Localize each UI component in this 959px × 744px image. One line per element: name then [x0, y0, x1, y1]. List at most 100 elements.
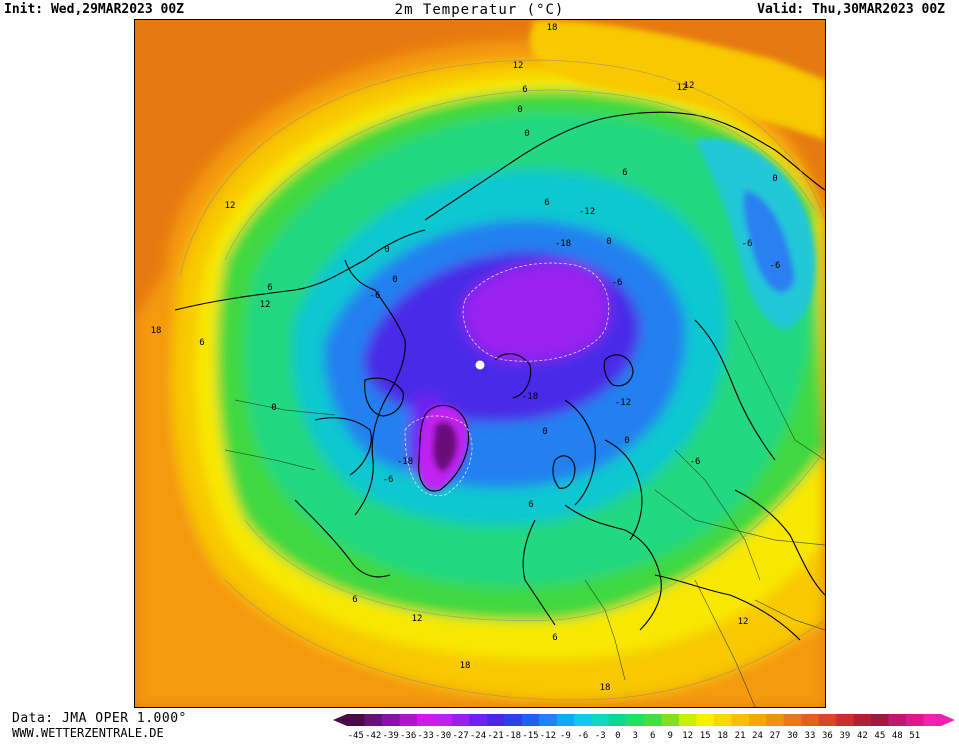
legend-tick-label: -36 — [400, 731, 416, 740]
legend-swatch — [626, 714, 645, 726]
legend-swatch — [574, 714, 592, 726]
contour-label: 0 — [517, 105, 522, 115]
contour-label: 12 — [684, 81, 695, 91]
contour-label: 6 — [522, 85, 527, 95]
legend-swatch — [591, 714, 610, 726]
legend-swatch — [836, 714, 855, 726]
legend-swatch — [713, 714, 732, 726]
legend-tick-label: -45 — [348, 731, 364, 740]
contour-label: -12 — [615, 398, 631, 408]
legend-swatch — [486, 714, 505, 726]
contour-label: 0 — [772, 174, 777, 184]
legend-swatch — [399, 714, 418, 726]
legend-tick-label: -18 — [505, 731, 521, 740]
legend-swatch — [696, 714, 715, 726]
contour-label: -6 — [770, 261, 781, 271]
contour-label: 18 — [151, 326, 162, 336]
contour-label: 0 — [392, 275, 397, 285]
legend-tick-label: 36 — [822, 731, 833, 740]
legend-swatch — [609, 714, 627, 726]
contour-label: 0 — [542, 427, 547, 437]
contour-label: 12 — [225, 201, 236, 211]
contour-label: 18 — [547, 23, 558, 33]
legend-swatch — [906, 714, 924, 726]
legend-tick-label: 24 — [752, 731, 763, 740]
legend-swatch — [381, 714, 400, 726]
color-legend: -45 -42 -3 9 -36 -33 -30 -27 -24 -21 -18 -15 -12 -9 -6… — [333, 712, 959, 741]
init-time: Init: Wed,29MAR2023 00Z — [4, 2, 185, 17]
contour-label: 0 — [606, 237, 611, 247]
legend-tick-label: 15 — [700, 731, 711, 740]
legend-swatch — [923, 714, 942, 726]
contour-label: -18 — [522, 392, 538, 402]
contour-label: 0 — [271, 403, 276, 413]
legend-tick-label: 42 — [857, 731, 868, 740]
contour-label: 18 — [460, 661, 471, 671]
contour-lines — [179, 59, 825, 701]
contour-label: -12 — [579, 207, 595, 217]
legend-tick-label: -27 — [452, 731, 468, 740]
legend-swatch — [469, 714, 488, 726]
legend-tick-label: 39 — [839, 731, 850, 740]
legend-tick-label: -24 — [470, 731, 486, 740]
legend-tick-label: 45 — [874, 731, 885, 740]
legend-swatch — [888, 714, 907, 726]
contour-label: 18 — [600, 683, 611, 693]
contour-label: 12 — [513, 61, 524, 71]
contour-label: 12 — [738, 617, 749, 627]
valid-time: Valid: Thu,30MAR2023 00Z — [757, 2, 945, 17]
temperature-map: 18 12 12 12 6 0 0 6 0 -6 -12 -18 0 -6 6 0 -6 6 6 0 -6 -18 -18 0… — [134, 19, 826, 708]
legend-swatch — [731, 714, 750, 726]
contour-label: 6 — [622, 168, 627, 178]
legend-swatch — [644, 714, 662, 726]
legend-tick-label: 48 — [892, 731, 903, 740]
legend-swatch — [783, 714, 802, 726]
contour-label: -18 — [555, 239, 571, 249]
legend-swatch — [818, 714, 837, 726]
contour-label: 6 — [552, 633, 557, 643]
contour-label: 6 — [352, 595, 357, 605]
legend-swatch — [347, 714, 365, 726]
legend-tick-label: 3 — [633, 731, 638, 740]
temperature-fill — [135, 20, 825, 707]
contour-label: -6 — [690, 457, 701, 467]
legend-tick-label: 18 — [717, 731, 728, 740]
legend-tick-label: -42 — [365, 731, 381, 740]
legend-tick-label: 0 — [615, 731, 620, 740]
contour-label: -6 — [370, 291, 381, 301]
contour-label: -18 — [397, 457, 413, 467]
contour-label: 6 — [544, 198, 549, 208]
legend-tick-label: 30 — [787, 731, 798, 740]
legend-swatch — [434, 714, 453, 726]
legend-swatch — [678, 714, 697, 726]
contour-label: 6 — [199, 338, 204, 348]
legend-tick-label: -9 — [560, 731, 571, 740]
legend-swatch — [504, 714, 523, 726]
north-pole-marker — [475, 360, 485, 370]
legend-tick-label: -15 — [522, 731, 538, 740]
isotherms — [404, 262, 609, 497]
legend-tick-label: -6 — [577, 731, 588, 740]
legend-swatch — [871, 714, 889, 726]
legend-tick-label: -33 — [417, 731, 433, 740]
legend-tick-label: 21 — [735, 731, 746, 740]
legend-tick-label: -21 — [487, 731, 503, 740]
contour-label: 0 — [524, 129, 529, 139]
legend-tick-label: -12 — [540, 731, 556, 740]
legend-swatch — [451, 714, 470, 726]
data-source: Data: JMA OPER 1.000° — [12, 711, 187, 726]
contour-label: -6 — [383, 475, 394, 485]
legend-tick-label: -30 — [435, 731, 451, 740]
legend-swatch — [556, 714, 575, 726]
contour-label: 12 — [412, 614, 423, 624]
legend-bar: -45 -42 -3 9 -36 -33 -30 -27 -24 -21 -18 -15 -12 -9 -6… — [333, 714, 955, 741]
legend-tick-label: 9 — [667, 731, 672, 740]
legend-swatch — [521, 714, 540, 726]
legend-arrow-high — [941, 714, 955, 726]
contour-label: 0 — [384, 245, 389, 255]
contour-label: -6 — [742, 239, 753, 249]
legend-arrow-low — [333, 714, 347, 726]
legend-tick-label: -3 — [595, 731, 606, 740]
legend-swatch — [661, 714, 680, 726]
